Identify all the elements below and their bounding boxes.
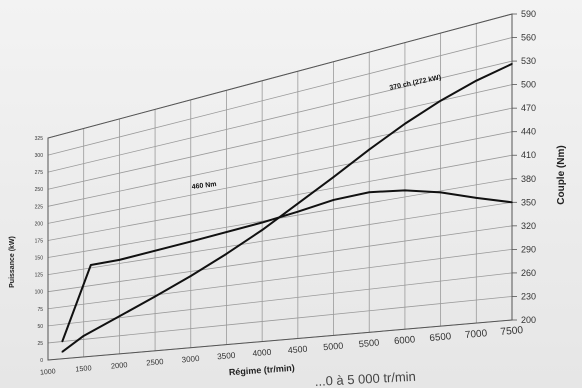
y-left-tick-label: 300 <box>35 153 44 159</box>
x-tick-label: 3500 <box>217 351 236 362</box>
grid-line-horizontal <box>47 201 513 276</box>
series-line-puissance <box>61 62 513 353</box>
x-tick-label: 5500 <box>358 337 379 349</box>
y-left-tick-label: 100 <box>35 290 44 296</box>
x-tick-label: 6500 <box>429 331 452 344</box>
grid-line-horizontal <box>47 248 513 310</box>
series-point <box>61 351 64 353</box>
grid-line-horizontal <box>47 272 513 327</box>
x-tick-label: 5000 <box>323 341 344 353</box>
y-left-axis-label: Puissance (kW) <box>9 236 16 288</box>
series-point <box>439 99 442 102</box>
y-right-tick-label: 320 <box>521 221 536 231</box>
series-point <box>439 191 442 194</box>
y-right-tick-label: 440 <box>521 127 536 137</box>
y-right-tick-label: 530 <box>521 56 536 66</box>
series-point <box>332 199 335 201</box>
y-left-tick-label: 25 <box>37 341 43 347</box>
caption-text: ...0 à 5 000 tr/min <box>314 369 416 388</box>
grid-line-horizontal <box>47 37 513 156</box>
x-axis-label: Régime (tr/min) <box>229 363 296 378</box>
y-right-tick-label: 410 <box>521 150 536 160</box>
series-point <box>297 210 299 213</box>
y-left-tick-label: 250 <box>35 187 44 193</box>
x-tick-label: 2500 <box>146 357 164 367</box>
y-right-tick-label: 290 <box>521 244 536 254</box>
series-point <box>82 335 85 337</box>
y-left-tick-label: 175 <box>35 238 44 244</box>
y-left-tick-label: 75 <box>37 307 43 313</box>
series-point <box>511 201 513 204</box>
series-point <box>154 295 156 298</box>
y-right-tick-label: 380 <box>521 174 536 184</box>
x-tick-label: 7500 <box>500 325 524 338</box>
y-right-tick-label: 200 <box>521 315 536 325</box>
series-point <box>475 197 478 199</box>
y-right-tick-label: 500 <box>521 80 536 90</box>
grid-line-horizontal <box>47 107 513 207</box>
y-right-axis-label: Couple (Nm) <box>556 145 567 204</box>
series-point <box>332 176 335 178</box>
series-point <box>189 240 192 243</box>
y-left-tick-label: 225 <box>35 204 44 210</box>
y-right-tick-label: 350 <box>521 197 536 207</box>
y-left-tick-label: 275 <box>35 170 44 176</box>
series-point <box>225 253 228 255</box>
series-point <box>261 221 263 224</box>
series-point <box>511 63 513 65</box>
plot-frame <box>47 13 513 361</box>
series-point <box>404 122 406 125</box>
grid-line-horizontal <box>47 225 513 293</box>
y-left-tick-label: 125 <box>35 273 44 279</box>
series-point <box>261 229 263 231</box>
x-tick-label: 4500 <box>287 344 307 356</box>
y-left-tick-label: 50 <box>37 324 43 330</box>
x-tick-label: 6000 <box>394 334 416 347</box>
grid-line-horizontal <box>47 84 513 190</box>
series-line-couple <box>61 189 513 342</box>
y-left-tick-label: 150 <box>35 256 44 262</box>
grid-line-horizontal <box>47 296 513 344</box>
y-left-tick-label: 200 <box>35 221 44 227</box>
y-left-tick-label: 0 <box>40 358 43 364</box>
grid-line-horizontal <box>47 131 513 224</box>
annotation-power: 370 ch (272 kW) <box>389 74 442 92</box>
x-tick-label: 2000 <box>110 360 127 370</box>
y-right-tick-label: 590 <box>521 9 536 19</box>
series-point <box>368 148 371 151</box>
series-point <box>118 315 121 318</box>
series-point <box>475 79 478 82</box>
x-tick-label: 4000 <box>252 347 272 359</box>
y-left-tick-label: 325 <box>35 136 44 142</box>
x-tick-label: 1500 <box>75 363 92 373</box>
series-point <box>189 275 192 277</box>
y-right-tick-label: 230 <box>521 291 536 301</box>
series-point <box>61 340 64 343</box>
x-tick-label: 3000 <box>181 354 200 365</box>
y-right-tick-label: 260 <box>521 268 536 278</box>
series-point <box>368 191 371 194</box>
y-right-tick-label: 470 <box>521 103 536 113</box>
annotation-torque: 460 Nm <box>191 181 217 191</box>
grid-line-horizontal <box>47 154 513 241</box>
series-point <box>118 259 121 261</box>
y-right-tick-label: 560 <box>521 33 536 43</box>
series-point <box>90 264 92 266</box>
series-point <box>297 202 299 205</box>
series-point <box>404 189 406 192</box>
x-tick-label: 7000 <box>465 328 489 341</box>
x-tick-label: 1000 <box>40 368 56 376</box>
grid-line-horizontal <box>47 60 513 173</box>
